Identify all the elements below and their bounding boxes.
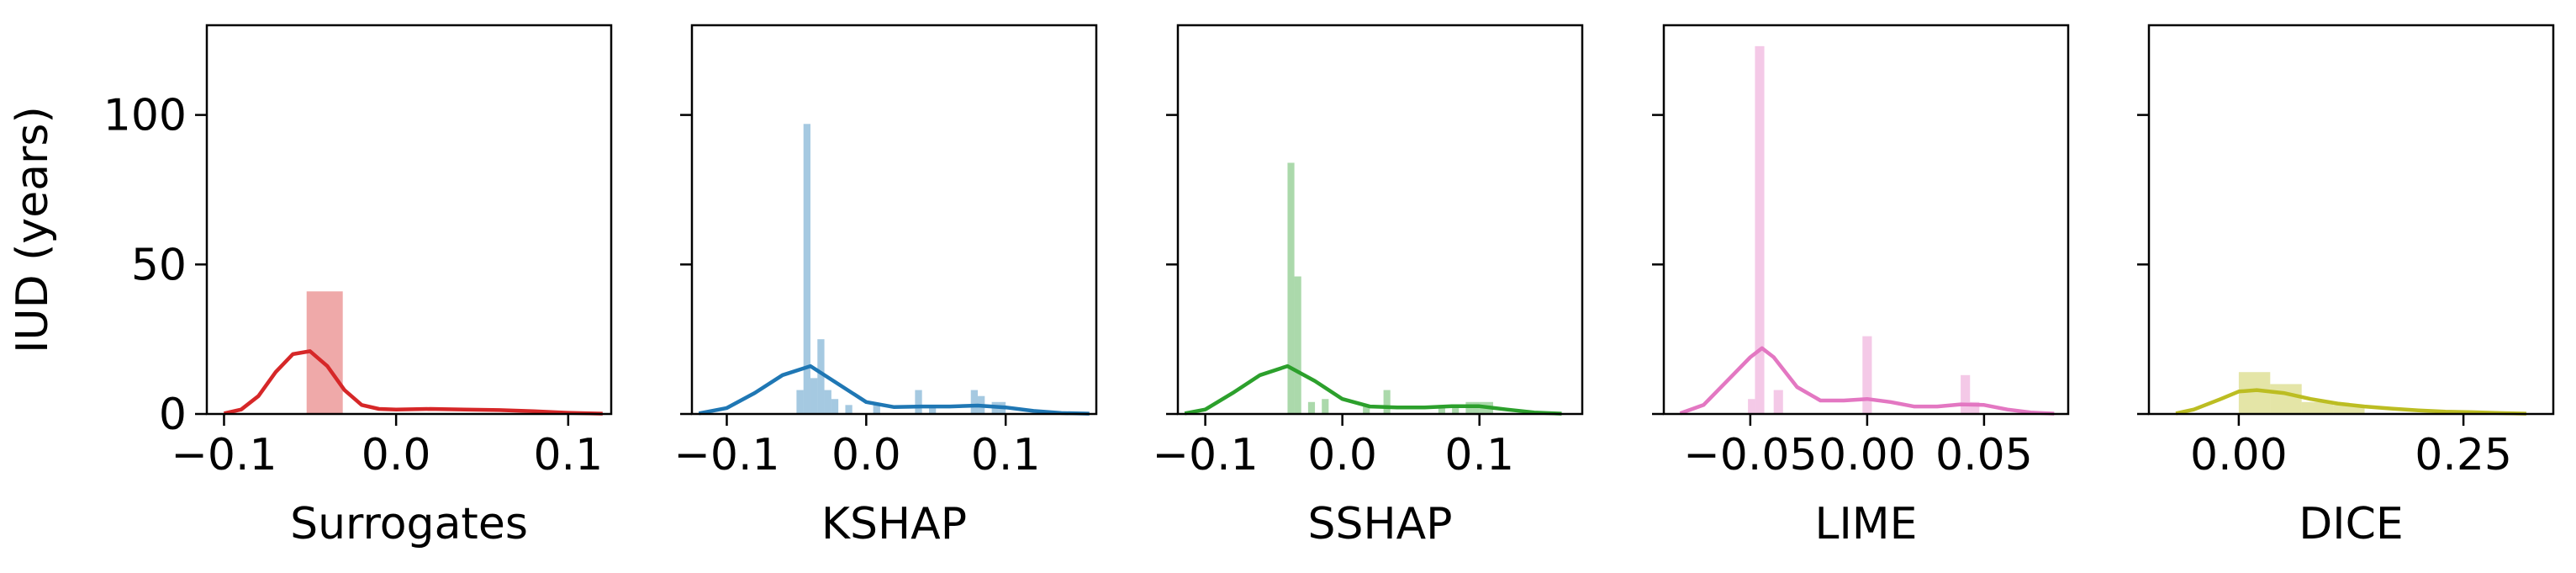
kde-line [698, 363, 1090, 416]
histogram-bar [873, 405, 880, 414]
histogram-bar [817, 339, 825, 414]
histogram-bar [928, 405, 937, 414]
x-axis-label: KSHAP [821, 499, 967, 549]
y-tick-label: 50 [131, 240, 187, 290]
histogram-bar [824, 390, 831, 414]
x-axis-label: DICE [2299, 499, 2404, 549]
histogram-bar [1294, 276, 1301, 414]
histogram-bar [970, 390, 979, 414]
histogram-bar [845, 405, 853, 414]
axes-frame [1662, 24, 2070, 416]
x-tick-label: 0.25 [2415, 430, 2512, 480]
histogram-bar [803, 124, 810, 414]
histogram-bar [1970, 401, 1980, 414]
histogram-bar [1438, 405, 1445, 414]
histogram-bar [1363, 405, 1370, 414]
axes-frame [690, 24, 1098, 416]
panel-lime: −0.05 0.00 0.05 LIME [1652, 24, 2070, 549]
x-axis-label: Surrogates [290, 499, 528, 549]
histogram-bar [2301, 401, 2334, 414]
x-tick-label: 0.00 [2190, 430, 2288, 480]
histogram-bar [810, 378, 818, 414]
histogram-bar [1773, 390, 1783, 414]
histogram-bar [796, 390, 804, 414]
histogram-bar [831, 399, 839, 414]
x-tick-label: −0.1 [171, 430, 277, 480]
kde-line [224, 349, 603, 416]
histogram-bar [1383, 390, 1391, 414]
histogram-bar [915, 390, 922, 414]
x-tick-label: 0.1 [1444, 430, 1514, 480]
panel-surrogates: −0.1 0.0 0.1 0 50 100 Surrogates [103, 24, 613, 549]
x-tick-label: 0.1 [971, 430, 1041, 480]
x-tick-label: 0.05 [1935, 430, 2033, 480]
kde-line [1184, 363, 1562, 416]
x-tick-label: 0.00 [1819, 430, 1916, 480]
histogram-bar [1307, 401, 1316, 414]
y-axis-label: IUD (years) [8, 106, 58, 353]
x-tick-label: 0.0 [362, 430, 431, 480]
histogram-bar [2238, 372, 2271, 414]
axes-frame [2147, 24, 2555, 416]
y-tick-label: 0 [159, 390, 187, 440]
histogram-bar [1748, 399, 1755, 414]
x-axis-label: SSHAP [1307, 499, 1452, 549]
x-tick-label: 0.0 [831, 430, 901, 480]
x-tick-label: −0.1 [673, 430, 779, 480]
histogram-bar [1755, 45, 1765, 414]
histogram-bar [2270, 384, 2302, 414]
x-tick-label: 0.1 [533, 430, 603, 480]
x-axis-label: LIME [1814, 499, 1917, 549]
histogram-bar [1862, 336, 1872, 414]
axes-frame [1176, 24, 1584, 416]
kde-line [1679, 346, 2055, 416]
x-tick-label: −0.1 [1152, 430, 1258, 480]
histogram-bar [2333, 405, 2365, 414]
histogram-bar [1452, 405, 1460, 414]
histogram-bar [1322, 399, 1329, 414]
histogram-bar [1961, 374, 1971, 414]
x-tick-label: −0.05 [1683, 430, 1817, 480]
kde-line [2175, 388, 2526, 416]
histogram-bar [1287, 162, 1295, 414]
x-tick-label: 0.0 [1307, 430, 1377, 480]
axes-frame [205, 24, 613, 416]
y-tick-label: 100 [103, 91, 187, 141]
panel-sshap: −0.1 0.0 0.1 SSHAP [1152, 24, 1584, 549]
